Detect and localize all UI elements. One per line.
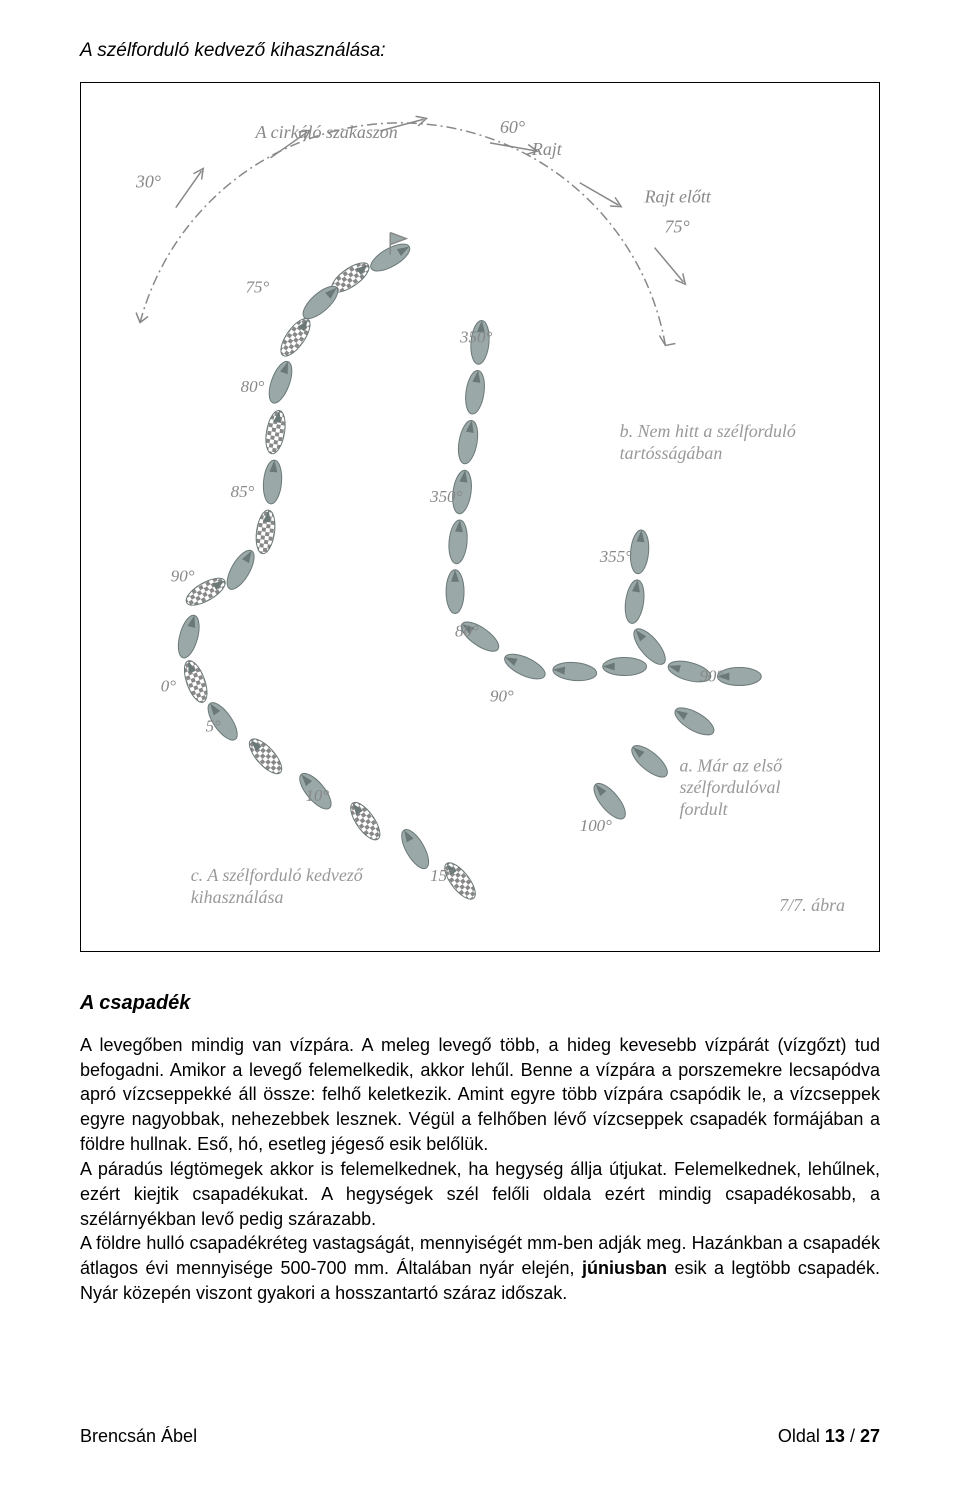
svg-text:80°: 80° (241, 377, 265, 396)
para3-bold: júniusban (582, 1258, 667, 1278)
svg-text:30°: 30° (135, 172, 161, 192)
svg-text:75°: 75° (665, 217, 690, 237)
svg-text:350°: 350° (429, 487, 462, 506)
sailing-diagram: 30° A cirkáló szakaszon 60° Rajt Rajt előtt 7… (80, 82, 880, 952)
svg-text:fordult: fordult (679, 799, 728, 819)
svg-text:15°: 15° (430, 866, 454, 885)
paragraph-1: A levegőben mindig van vízpára. A meleg … (80, 1033, 880, 1157)
page-footer: Brencsán Ábel Oldal 13 / 27 (80, 1426, 880, 1447)
svg-text:b. Nem hitt a szélforduló: b. Nem hitt a szélforduló (620, 421, 796, 441)
svg-text:kihasználása: kihasználása (191, 887, 284, 907)
svg-text:100°: 100° (580, 816, 612, 835)
paragraph-3: A földre hulló csapadékréteg vastagságát… (80, 1231, 880, 1305)
page-title: A szélforduló kedvező kihasználása: (80, 40, 880, 62)
svg-text:0°: 0° (161, 676, 176, 695)
svg-text:Rajt: Rajt (531, 139, 563, 159)
svg-text:90°: 90° (490, 686, 514, 705)
svg-text:350°: 350° (459, 327, 492, 346)
svg-text:90°: 90° (171, 567, 195, 586)
paragraph-2: A páradús légtömegek akkor is felemelked… (80, 1157, 880, 1231)
svg-text:tartósságában: tartósságában (620, 443, 723, 463)
svg-text:5°: 5° (206, 716, 221, 735)
footer-author: Brencsán Ábel (80, 1426, 197, 1447)
svg-text:c. A szélforduló kedvező: c. A szélforduló kedvező (191, 865, 364, 885)
footer-page-label: Oldal (778, 1426, 825, 1446)
svg-text:a. Már az első: a. Már az első (679, 755, 783, 775)
footer-page-total: 27 (860, 1426, 880, 1446)
svg-text:szélfordulóval: szélfordulóval (679, 777, 780, 797)
svg-text:90°: 90° (699, 666, 723, 685)
svg-text:10°: 10° (305, 786, 329, 805)
footer-page: Oldal 13 / 27 (778, 1426, 880, 1447)
svg-text:355°: 355° (599, 547, 632, 566)
section-title: A csapadék (80, 992, 880, 1015)
diagram-svg: 30° A cirkáló szakaszon 60° Rajt Rajt előtt 7… (81, 83, 879, 951)
footer-page-current: 13 (825, 1426, 845, 1446)
footer-page-sep: / (845, 1426, 860, 1446)
svg-text:Rajt előtt: Rajt előtt (644, 187, 712, 207)
svg-text:A cirkáló szakaszon: A cirkáló szakaszon (255, 122, 398, 142)
svg-text:85°: 85° (231, 482, 255, 501)
svg-text:7/7. ábra: 7/7. ábra (779, 895, 845, 915)
svg-text:80°: 80° (455, 622, 479, 641)
svg-text:75°: 75° (246, 277, 270, 296)
svg-text:60°: 60° (500, 117, 525, 137)
